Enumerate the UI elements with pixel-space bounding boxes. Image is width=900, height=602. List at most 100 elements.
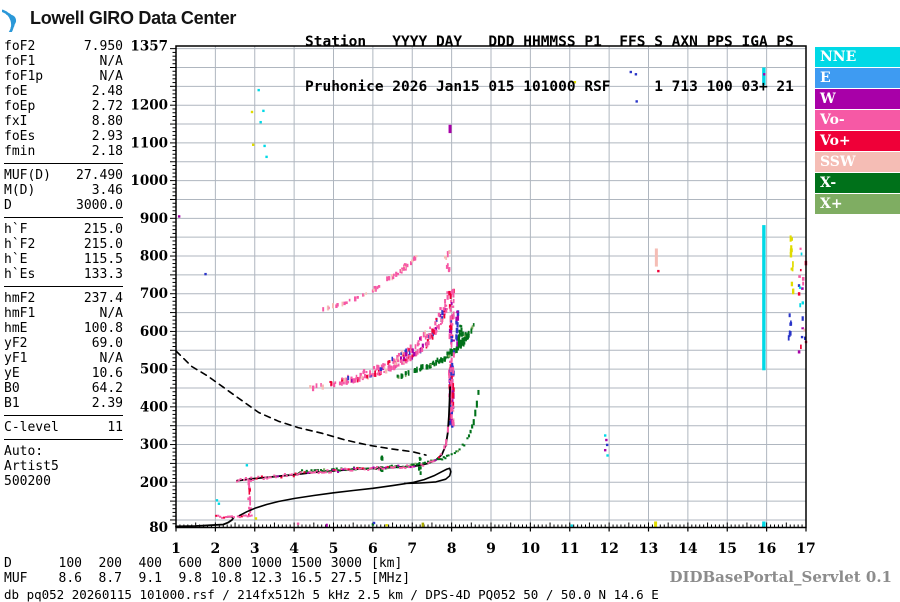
autoscaling-info-line: Auto: <box>4 444 44 459</box>
param-value: N/A <box>99 306 123 321</box>
param-label: hmE <box>4 321 28 336</box>
autoscaling-info-line: 500200 <box>4 474 51 489</box>
param-value: 3.46 <box>91 183 123 198</box>
param-value: 100.8 <box>83 321 123 336</box>
lowell-giro-brand: Lowell GIRO Data Center <box>2 4 236 32</box>
param-label: foEp <box>4 99 36 114</box>
muf-row: MUF 8.6 8.7 9.1 9.8 10.8 12.3 16.5 27.5 [MHz] <box>4 571 410 586</box>
param-value: 215.0 <box>83 237 123 252</box>
param-value: 115.5 <box>83 252 123 267</box>
param-label: B1 <box>4 396 20 411</box>
row-value: 9.8 <box>178 571 202 586</box>
svg-text:16: 16 <box>757 541 776 557</box>
ssw-strip <box>654 248 658 267</box>
axis-labels: 1357120011001000900800700600500400300200… <box>130 39 815 558</box>
param-row: foF2 7.950 <box>4 39 123 54</box>
param-value: 64.2 <box>91 381 123 396</box>
row-value: 400 <box>138 556 162 571</box>
legend-item-e: E <box>815 68 900 88</box>
trace-dots <box>215 389 480 519</box>
param-label: h`F <box>4 222 28 237</box>
param-row: foE 2.48 <box>4 84 123 99</box>
measurement-footer: db pq052 20260115 101000.rsf / 214fx512h… <box>4 587 659 602</box>
param-row: hmF1 N/A <box>4 306 123 321</box>
svg-text:14: 14 <box>678 541 698 557</box>
param-label: M(D) <box>4 183 36 198</box>
panel-divider <box>4 286 123 287</box>
row-value: 12.3 <box>250 571 282 586</box>
param-value: N/A <box>99 351 123 366</box>
param-value: 2.48 <box>91 84 123 99</box>
svg-text:7: 7 <box>407 541 417 557</box>
olive-strip-bottom <box>421 522 425 528</box>
svg-text:10: 10 <box>521 541 541 557</box>
row-value: 8.6 <box>58 571 82 586</box>
station-header-row2: Pruhonice 2026 Jan15 015 101000 RSF 1 71… <box>305 79 794 95</box>
svg-text:500: 500 <box>140 362 168 378</box>
legend-item-vo: Vo+ <box>815 131 900 151</box>
param-row: hmF2 237.4 <box>4 291 123 306</box>
yellow-strip-bottom <box>654 521 658 528</box>
param-row: MUF(D) 27.490 <box>4 168 123 183</box>
legend-item-nne: NNE <box>815 47 900 67</box>
legend-item-w: W <box>815 89 900 109</box>
param-value: N/A <box>99 54 123 69</box>
svg-text:8: 8 <box>447 541 457 557</box>
param-label: yF2 <box>4 336 28 351</box>
param-value: 133.3 <box>83 267 123 282</box>
page-title: Lowell GIRO Data Center <box>30 7 237 28</box>
param-label: foE <box>4 84 28 99</box>
param-row: fxI 8.80 <box>4 114 123 129</box>
station-header: Station YYYY DAY DDD HHMMSS P1 FFS S AXN… <box>305 5 794 110</box>
param-label: foF1 <box>4 54 36 69</box>
svg-text:2: 2 <box>211 541 221 557</box>
param-row: yF2 69.0 <box>4 336 123 351</box>
row-value: 16.5 <box>290 571 322 586</box>
station-header-row1: Station YYYY DAY DDD HHMMSS P1 FFS S AXN… <box>305 34 794 50</box>
param-row: h`E 115.5 <box>4 252 123 267</box>
svg-text:1200: 1200 <box>130 98 168 114</box>
svg-text:13: 13 <box>639 541 658 557</box>
plot-grid <box>176 46 806 528</box>
svg-text:17: 17 <box>796 541 815 557</box>
param-row: C-level 11 <box>4 420 123 435</box>
param-label: hmF1 <box>4 306 36 321</box>
svg-text:80: 80 <box>149 520 168 536</box>
svg-text:15: 15 <box>718 541 737 557</box>
param-value: 215.0 <box>83 222 123 237</box>
param-value: 2.18 <box>91 144 123 159</box>
param-label: hmF2 <box>4 291 36 306</box>
svg-text:400: 400 <box>140 399 168 415</box>
row-value: 800 <box>218 556 242 571</box>
svg-text:12: 12 <box>599 541 618 557</box>
param-row: hmE 100.8 <box>4 321 123 336</box>
panel-divider <box>4 163 123 164</box>
row-value: 100 <box>58 556 82 571</box>
svg-text:1000: 1000 <box>130 173 168 189</box>
param-value: 27.490 <box>76 168 123 183</box>
param-row: foF1p N/A <box>4 69 123 84</box>
param-label: fmin <box>4 144 36 159</box>
row-value: 200 <box>98 556 122 571</box>
param-value: 2.72 <box>91 99 123 114</box>
servlet-version: DIDBasePortal_Servlet 0.1 <box>669 568 892 586</box>
svg-text:11: 11 <box>560 541 579 557</box>
echo-bands <box>309 255 475 392</box>
row-unit: [MHz] <box>371 571 411 586</box>
plot-border <box>175 45 807 529</box>
svg-text:800: 800 <box>140 249 168 265</box>
svg-text:5: 5 <box>329 541 339 557</box>
panel-divider <box>4 217 123 218</box>
svg-text:3: 3 <box>250 541 260 557</box>
param-value: 2.93 <box>91 129 123 144</box>
svg-text:200: 200 <box>140 475 168 491</box>
legend-item-x: X- <box>815 173 900 193</box>
row-value: 9.1 <box>138 571 162 586</box>
giro-logo-icon <box>2 9 16 32</box>
legend-item-vo: Vo- <box>815 110 900 130</box>
row-value: 600 <box>178 556 202 571</box>
svg-text:6: 6 <box>368 541 378 557</box>
param-label: foEs <box>4 129 36 144</box>
legend-item-x: X+ <box>815 194 900 214</box>
